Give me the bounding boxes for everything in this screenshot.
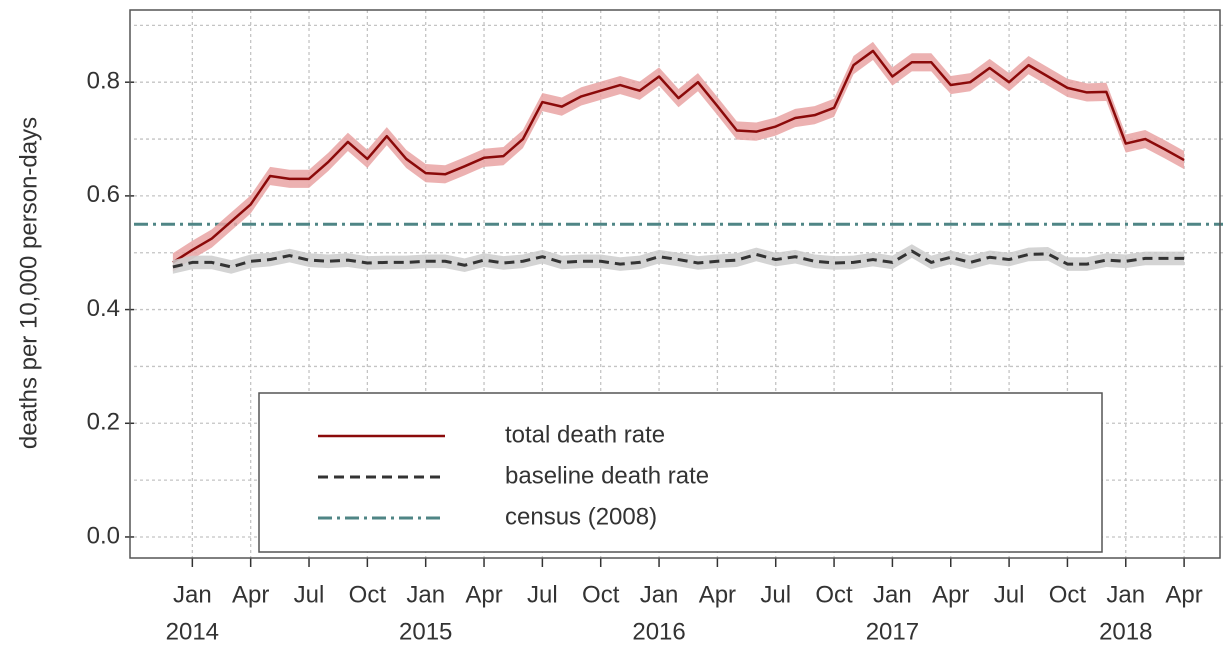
- x-tick-label: Jul: [760, 581, 791, 608]
- series-line: [172, 49, 1185, 264]
- legend-box: [258, 392, 1103, 553]
- y-axis-label: deaths per 10,000 person-days: [15, 117, 42, 449]
- x-tick-label: Jul: [294, 581, 325, 608]
- x-tick-label: Oct: [815, 581, 853, 608]
- x-tick-label: Jan: [873, 581, 912, 608]
- x-year-label: 2017: [866, 618, 919, 645]
- x-tick-label: Jan: [406, 581, 445, 608]
- legend-label: census (2008): [505, 503, 657, 530]
- x-tick-label: Apr: [699, 581, 736, 608]
- x-tick-label: Apr: [232, 581, 269, 608]
- x-year-label: 2016: [632, 618, 685, 645]
- x-year-label: 2015: [399, 618, 452, 645]
- x-tick-label: Oct: [349, 581, 387, 608]
- x-tick-label: Jan: [1106, 581, 1145, 608]
- x-tick-label: Apr: [1165, 581, 1202, 608]
- x-tick-label: Apr: [932, 581, 969, 608]
- series-line: [172, 249, 1185, 269]
- y-tick-label: 0.8: [87, 68, 120, 95]
- x-year-label: 2018: [1099, 618, 1152, 645]
- y-tick-label: 0.2: [87, 409, 120, 436]
- y-tick-label: 0.0: [87, 522, 120, 549]
- legend-label: total death rate: [505, 421, 665, 448]
- y-tick-label: 0.6: [87, 181, 120, 208]
- x-tick-label: Jan: [173, 581, 212, 608]
- x-tick-label: Jul: [994, 581, 1025, 608]
- plot-frame: [129, 9, 1221, 559]
- confidence-band: [172, 41, 1185, 272]
- x-tick-label: Oct: [582, 581, 620, 608]
- y-tick-label: 0.4: [87, 295, 120, 322]
- x-tick-label: Apr: [465, 581, 502, 608]
- x-tick-label: Jul: [527, 581, 558, 608]
- x-year-label: 2014: [166, 618, 219, 645]
- x-tick-label: Jan: [640, 581, 679, 608]
- legend-label: baseline death rate: [505, 462, 709, 489]
- x-tick-label: Oct: [1049, 581, 1087, 608]
- legend: total death rate baseline death rate censu…: [258, 392, 1103, 553]
